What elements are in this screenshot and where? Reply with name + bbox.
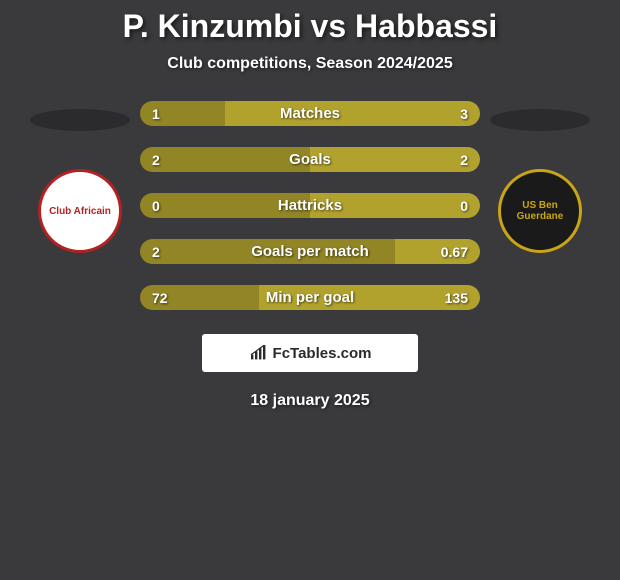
main-row: Club Africain 13Matches 22Goals 00Hattrick… bbox=[0, 101, 620, 310]
right-side: US Ben Guerdane bbox=[480, 101, 600, 253]
stat-row: 20.67Goals per match bbox=[140, 239, 480, 264]
right-team-badge: US Ben Guerdane bbox=[498, 169, 582, 253]
right-ellipse bbox=[490, 109, 590, 131]
stats-table: 13Matches 22Goals 00Hattricks 20.67Goals pe… bbox=[140, 101, 480, 310]
stat-bar-left bbox=[140, 285, 259, 310]
left-team-badge: Club Africain bbox=[38, 169, 122, 253]
stat-bar-right bbox=[310, 147, 480, 172]
stat-row: 22Goals bbox=[140, 147, 480, 172]
stat-row: 72135Min per goal bbox=[140, 285, 480, 310]
stat-bar-left bbox=[140, 239, 395, 264]
date-label: 18 january 2025 bbox=[0, 392, 620, 410]
stat-row: 13Matches bbox=[140, 101, 480, 126]
stat-bar-right bbox=[310, 193, 480, 218]
stat-bar-left bbox=[140, 193, 310, 218]
stat-bar-right bbox=[225, 101, 480, 126]
stat-bar-left bbox=[140, 147, 310, 172]
attribution-text: FcTables.com bbox=[273, 345, 372, 362]
infographic-container: P. Kinzumbi vs Habbassi Club competition… bbox=[0, 0, 620, 410]
stat-bar-left bbox=[140, 101, 225, 126]
left-side: Club Africain bbox=[20, 101, 140, 253]
stat-bar-right bbox=[395, 239, 480, 264]
stat-row: 00Hattricks bbox=[140, 193, 480, 218]
right-team-badge-text: US Ben Guerdane bbox=[501, 200, 579, 222]
page-title: P. Kinzumbi vs Habbassi bbox=[0, 8, 620, 45]
stat-bar-right bbox=[259, 285, 480, 310]
attribution-badge[interactable]: FcTables.com bbox=[202, 334, 418, 372]
left-team-badge-text: Club Africain bbox=[49, 206, 111, 217]
chart-icon bbox=[249, 345, 269, 361]
left-ellipse bbox=[30, 109, 130, 131]
page-subtitle: Club competitions, Season 2024/2025 bbox=[0, 55, 620, 73]
